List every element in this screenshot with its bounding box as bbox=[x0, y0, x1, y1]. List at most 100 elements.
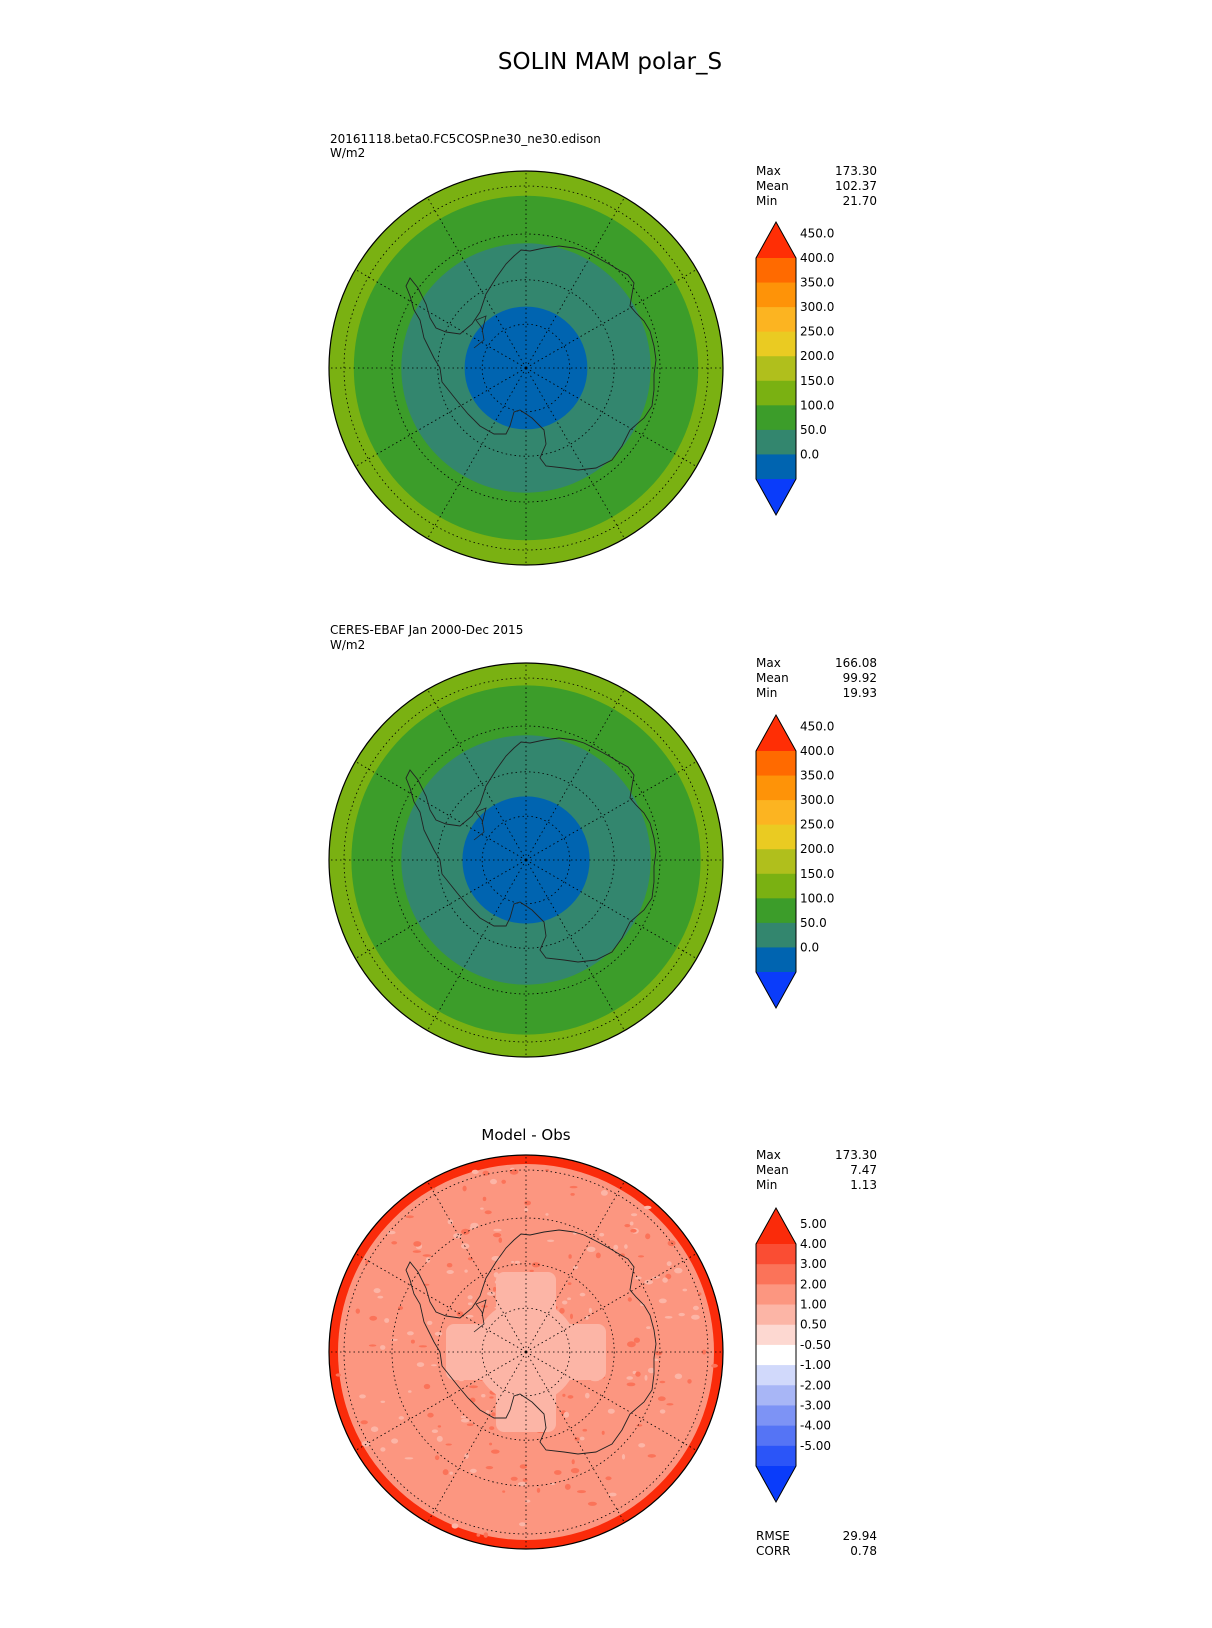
graticule-lat-80 bbox=[481, 1307, 571, 1397]
speckle bbox=[524, 1200, 531, 1206]
speckle bbox=[647, 1367, 655, 1374]
speckle bbox=[559, 1307, 565, 1314]
speckle bbox=[410, 1339, 415, 1344]
graticule-lat-70 bbox=[437, 771, 615, 949]
stat-max-value: 166.08 bbox=[835, 656, 877, 670]
graticule-meridian-240 bbox=[355, 367, 527, 467]
speckle bbox=[425, 1257, 431, 1263]
speckle bbox=[427, 1412, 434, 1418]
colorbar-tick-label: 200.0 bbox=[800, 842, 834, 856]
speckle bbox=[476, 1533, 481, 1537]
ice-shelf-outline bbox=[473, 1299, 487, 1333]
speckle bbox=[437, 1425, 442, 1428]
panel-model-units: W/m2 bbox=[330, 146, 365, 160]
panel-diff-title: Model - Obs bbox=[481, 1126, 570, 1144]
colorbar-segment bbox=[756, 282, 796, 308]
speckle bbox=[582, 1428, 588, 1432]
speckle bbox=[658, 1298, 667, 1304]
speckle bbox=[456, 1311, 464, 1317]
speckle bbox=[633, 1337, 641, 1343]
colorbar-segment bbox=[756, 454, 796, 480]
speckle bbox=[370, 1426, 379, 1432]
speckle bbox=[445, 1443, 452, 1446]
speckle bbox=[595, 1252, 601, 1259]
speckle bbox=[674, 1267, 683, 1274]
speckle bbox=[545, 1169, 550, 1172]
speckle bbox=[390, 1338, 398, 1341]
speckle bbox=[587, 1501, 597, 1506]
speckle bbox=[510, 1476, 518, 1481]
speckle bbox=[624, 1244, 628, 1249]
speckle bbox=[434, 1455, 440, 1461]
stat-min-value: 1.13 bbox=[850, 1178, 877, 1192]
panel-diff: Model - Obs Max 173.30 Mean 7.47 Min 1.1… bbox=[328, 1126, 877, 1558]
speckle bbox=[627, 1341, 636, 1348]
graticule-meridian-300 bbox=[355, 1253, 527, 1353]
colorbar-tick-label: 400.0 bbox=[800, 744, 834, 758]
panel-obs: CERES-EBAF Jan 2000-Dec 2015 W/m2 Max 16… bbox=[328, 623, 877, 1058]
speckle bbox=[431, 1364, 437, 1367]
map-diff bbox=[329, 1155, 723, 1549]
speckle bbox=[391, 1438, 399, 1444]
colorbar-segment bbox=[756, 1344, 796, 1366]
speckle bbox=[365, 1259, 369, 1265]
colorbar-tick-label: 450.0 bbox=[800, 226, 834, 240]
speckle bbox=[418, 1345, 428, 1348]
colorbar-extend-max bbox=[756, 222, 796, 258]
speckle bbox=[501, 1179, 507, 1184]
speckle bbox=[621, 1454, 626, 1460]
colorbar-segment bbox=[756, 947, 796, 973]
colorbar-tick-label: 350.0 bbox=[800, 276, 834, 290]
speckle bbox=[692, 1305, 699, 1311]
stat-min-value: 21.70 bbox=[843, 194, 877, 208]
speckle bbox=[567, 1297, 572, 1300]
colorbar-tick-label: 200.0 bbox=[800, 349, 834, 363]
speckle bbox=[579, 1292, 586, 1297]
speckle bbox=[529, 1269, 534, 1273]
antarctica-coastline bbox=[405, 1229, 657, 1455]
speckle bbox=[569, 1185, 578, 1189]
panel-diff-metrics: RMSE 29.94 CORR 0.78 bbox=[756, 1529, 877, 1558]
colorbar-segment bbox=[756, 356, 796, 382]
speckle bbox=[634, 1276, 642, 1280]
speckle bbox=[554, 1470, 562, 1475]
speckle bbox=[585, 1392, 590, 1399]
stat-mean-value: 7.47 bbox=[850, 1163, 877, 1177]
speckle bbox=[405, 1215, 414, 1219]
speckle bbox=[519, 1522, 526, 1527]
map-model bbox=[329, 171, 723, 565]
graticule-lat-50 bbox=[343, 1169, 709, 1535]
speckle bbox=[646, 1326, 651, 1329]
stat-min-value: 19.93 bbox=[843, 686, 877, 700]
speckle bbox=[562, 1300, 568, 1305]
speckle bbox=[491, 1412, 496, 1417]
speckle bbox=[600, 1190, 608, 1196]
speckle bbox=[562, 1393, 566, 1397]
speckle bbox=[369, 1315, 378, 1321]
graticule-meridian-240 bbox=[355, 859, 527, 959]
speckle bbox=[335, 1373, 341, 1377]
graticule-meridian-330 bbox=[427, 689, 527, 861]
speckle bbox=[493, 1286, 497, 1292]
speckle bbox=[412, 1250, 422, 1253]
map-diff-graticule bbox=[329, 1155, 723, 1549]
colorbar-segment bbox=[756, 258, 796, 283]
speckle bbox=[665, 1273, 672, 1280]
colorbar-segment bbox=[756, 873, 796, 899]
colorbar-tick-label: 2.00 bbox=[800, 1277, 827, 1291]
speckle bbox=[380, 1447, 386, 1452]
colorbar-segment bbox=[756, 1324, 796, 1346]
colorbar-tick-label: 300.0 bbox=[800, 300, 834, 314]
speckle bbox=[467, 1257, 473, 1261]
speckle bbox=[493, 1228, 502, 1232]
speckle bbox=[605, 1476, 612, 1481]
graticule-lat-80 bbox=[481, 323, 571, 413]
panel-model-left-title: 20161118.beta0.FC5COSP.ne30_ne30.edison bbox=[330, 132, 601, 146]
speckle bbox=[666, 1261, 672, 1267]
colorbar-segment bbox=[756, 1304, 796, 1326]
speckle bbox=[502, 1490, 506, 1493]
speckle bbox=[674, 1373, 683, 1380]
speckle bbox=[469, 1397, 476, 1403]
speckle bbox=[471, 1169, 479, 1174]
graticule-lat-70 bbox=[437, 1263, 615, 1441]
